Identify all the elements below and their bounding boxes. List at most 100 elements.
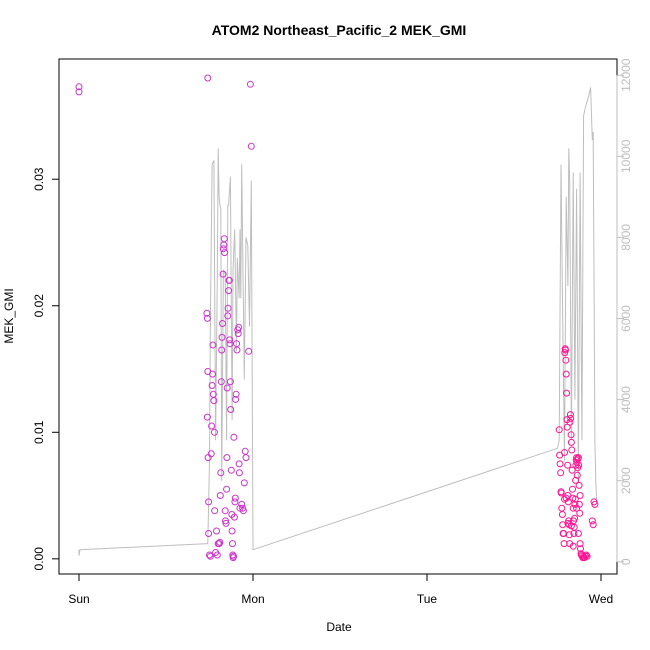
data-point xyxy=(568,446,576,454)
data-point xyxy=(226,340,234,348)
data-point xyxy=(210,428,218,436)
data-point xyxy=(238,500,246,508)
data-point xyxy=(75,83,83,91)
plot-frame xyxy=(58,58,618,575)
data-point xyxy=(223,384,231,392)
data-point xyxy=(588,517,596,525)
data-point xyxy=(566,418,574,426)
data-point xyxy=(215,540,223,548)
data-point xyxy=(218,346,226,354)
data-point xyxy=(562,346,569,354)
data-point xyxy=(571,514,579,522)
data-point xyxy=(218,333,226,341)
data-point xyxy=(205,498,213,506)
data-point xyxy=(575,481,583,489)
data-point xyxy=(583,552,591,560)
data-point xyxy=(211,507,219,515)
data-point xyxy=(232,390,240,398)
data-point xyxy=(575,461,583,469)
data-point xyxy=(225,276,233,284)
data-point xyxy=(230,433,238,441)
data-point xyxy=(242,454,250,462)
data-point xyxy=(567,431,575,439)
y2-tick-label: 4000 xyxy=(619,386,633,413)
data-point xyxy=(576,540,584,548)
data-point xyxy=(209,341,217,349)
data-point xyxy=(225,287,233,295)
data-point xyxy=(213,551,221,559)
data-point xyxy=(203,413,211,421)
data-point xyxy=(208,422,216,430)
data-point xyxy=(566,411,574,419)
data-point xyxy=(555,426,563,434)
chart-title: ATOM2 Northeast_Pacific_2 MEK_GMI xyxy=(212,22,467,38)
data-point xyxy=(567,414,575,422)
data-point xyxy=(245,347,253,355)
data-point xyxy=(235,323,243,331)
data-point xyxy=(230,552,237,560)
data-point xyxy=(227,466,235,474)
data-point xyxy=(207,450,215,458)
y2-tick-label: 0 xyxy=(619,558,633,565)
data-point xyxy=(230,513,238,521)
data-point xyxy=(226,336,234,344)
data-point xyxy=(224,312,232,320)
x-axis-label: Date xyxy=(326,620,352,634)
data-point xyxy=(216,492,224,499)
data-point xyxy=(226,378,234,386)
data-point xyxy=(217,469,225,477)
data-point xyxy=(574,454,582,462)
data-point xyxy=(565,531,573,539)
data-point xyxy=(582,551,590,559)
points-layer xyxy=(75,74,599,562)
data-point xyxy=(563,389,570,397)
data-point xyxy=(217,378,225,386)
data-point xyxy=(223,454,231,462)
data-point xyxy=(219,245,227,253)
data-point xyxy=(206,551,213,559)
altitude-line xyxy=(78,87,598,556)
data-point xyxy=(205,530,213,537)
data-point xyxy=(206,552,214,560)
data-point xyxy=(75,88,83,96)
data-point xyxy=(557,469,565,477)
x-tick-label: Sun xyxy=(68,592,89,606)
data-point xyxy=(219,320,226,327)
data-point xyxy=(571,500,579,508)
y2-axis: 0 2000 4000 6000 8000 10000 12000 xyxy=(616,58,633,565)
data-point xyxy=(569,485,576,493)
x-tick-label: Tue xyxy=(417,592,438,606)
data-point xyxy=(223,485,231,493)
data-point xyxy=(568,466,576,474)
y-axis-label: MEK_GMI xyxy=(2,288,16,343)
data-point xyxy=(557,489,565,497)
data-point xyxy=(228,527,236,535)
data-point xyxy=(216,538,224,546)
data-point xyxy=(235,460,243,468)
data-point xyxy=(247,142,255,150)
altitude-line-layer xyxy=(78,87,598,556)
data-point xyxy=(233,346,241,354)
y-axis: 0.00 0.01 0.02 0.03 xyxy=(32,167,60,571)
x-tick-label: Wed xyxy=(589,592,613,606)
data-point xyxy=(573,504,581,512)
data-point xyxy=(239,507,247,515)
data-point xyxy=(203,314,211,322)
data-point xyxy=(561,495,568,503)
data-point xyxy=(203,309,211,317)
data-point xyxy=(574,530,582,537)
data-point xyxy=(569,504,577,512)
data-point xyxy=(241,447,249,455)
data-point xyxy=(204,74,212,82)
data-point xyxy=(222,519,230,527)
data-point xyxy=(567,438,575,446)
y-tick-label: 0.00 xyxy=(32,547,46,571)
data-point xyxy=(569,542,577,550)
data-point xyxy=(221,507,229,515)
data-point xyxy=(558,504,566,512)
data-point xyxy=(564,461,572,469)
data-point xyxy=(571,495,579,503)
y-tick-label: 0.02 xyxy=(32,294,46,318)
data-point xyxy=(208,382,216,389)
data-point xyxy=(204,454,212,462)
